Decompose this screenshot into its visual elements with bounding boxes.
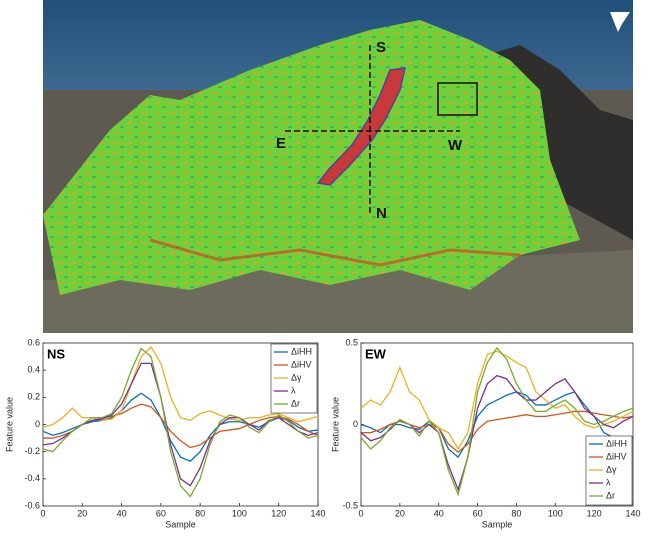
x-tick-label: 20 (395, 508, 405, 518)
x-axis-label: Sample (482, 519, 513, 529)
legend-label: Δr (291, 398, 300, 408)
legend-label: λ (606, 477, 611, 487)
panel-title: NS (47, 346, 65, 361)
legend: ΔiHH ΔiHV Δγ λ Δr (586, 436, 632, 505)
x-tick-label: 40 (117, 508, 127, 518)
x-tick-label: 60 (473, 508, 483, 518)
legend-label: ΔiHH (606, 438, 627, 448)
y-axis-label: Feature value (330, 397, 340, 452)
x-tick-label: 140 (625, 508, 640, 518)
map-label: N (376, 205, 387, 222)
x-tick-label: 80 (511, 508, 521, 518)
y-tick-label: -0.5 (342, 500, 358, 510)
x-axis-label: Sample (165, 519, 196, 529)
map-label: S (376, 39, 386, 56)
x-tick-label: 120 (271, 508, 286, 518)
terrain-image: S E W N (43, 0, 633, 333)
legend-label: ΔiHH (291, 346, 312, 356)
x-tick-label: 20 (77, 508, 87, 518)
y-axis-label: Feature value (4, 397, 14, 452)
y-tick-label: -0.4 (24, 473, 40, 483)
x-tick-label: 0 (358, 508, 363, 518)
x-tick-label: 0 (40, 508, 45, 518)
figure: S E W N 020406080100120140-0.6-0.4-0.200… (0, 0, 661, 533)
x-tick-label: 100 (232, 508, 247, 518)
y-tick-label: 0 (353, 419, 358, 429)
y-tick-label: 0.5 (345, 337, 358, 347)
map-label: W (448, 137, 463, 154)
legend-label: Δr (606, 490, 615, 500)
panel-title: EW (365, 346, 387, 361)
legend-label: Δγ (291, 372, 302, 382)
legend-label: ΔiHV (291, 359, 312, 369)
legend: ΔiHH ΔiHV Δγ λ Δr (271, 344, 317, 413)
y-tick-label: 0.6 (27, 337, 40, 347)
x-tick-label: 80 (195, 508, 205, 518)
y-tick-label: 0.2 (27, 392, 40, 402)
legend-label: ΔiHV (606, 451, 627, 461)
chart: 0 20 40 60 80 100 120 140 -0.6 -0.4 -0.2 0 0.2 0.4 0.6… (4, 337, 325, 529)
legend-label: λ (291, 385, 296, 395)
y-tick-label: -0.2 (24, 446, 40, 456)
y-tick-label: 0 (35, 419, 40, 429)
map-label: E (276, 135, 286, 152)
x-tick-label: 100 (548, 508, 563, 518)
legend-label: Δγ (606, 464, 617, 474)
x-tick-label: 140 (310, 508, 325, 518)
y-tick-label: 0.4 (27, 365, 40, 375)
x-tick-label: 40 (434, 508, 444, 518)
x-tick-label: 120 (587, 508, 602, 518)
x-tick-label: 60 (156, 508, 166, 518)
y-tick-label: -0.6 (24, 500, 40, 510)
